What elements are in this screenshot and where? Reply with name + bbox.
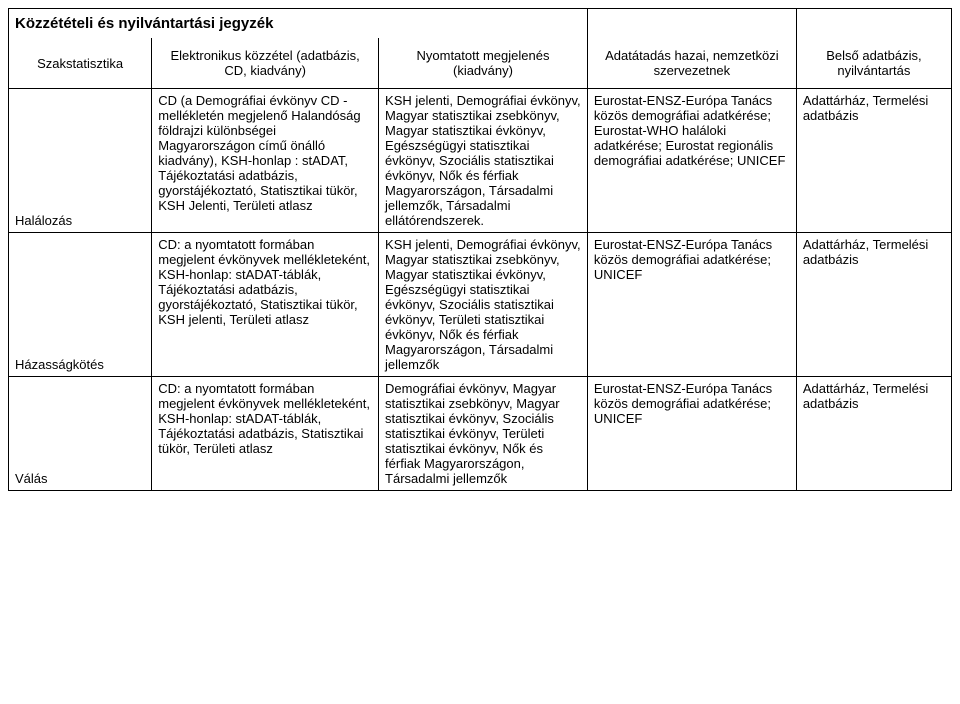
cell-print: KSH jelenti, Demográfiai évkönyv, Magyar… — [379, 89, 588, 233]
header-col2: Nyomtatott megjelenés (kiadvány) — [379, 38, 588, 89]
row-label: Halálozás — [9, 89, 152, 233]
cell-internal: Adattárház, Termelési adatbázis — [796, 233, 951, 377]
cell-electronic: CD: a nyomtatott formában megjelent évkö… — [152, 233, 379, 377]
title-blank-2 — [796, 9, 951, 39]
title-row: Közzétételi és nyilvántartási jegyzék — [9, 9, 952, 39]
row-label: Válás — [9, 377, 152, 491]
table-row: Válás CD: a nyomtatott formában megjelen… — [9, 377, 952, 491]
table-row: Halálozás CD (a Demográfiai évkönyv CD -… — [9, 89, 952, 233]
title-blank-1 — [587, 9, 796, 39]
cell-electronic: CD: a nyomtatott formában megjelent évkö… — [152, 377, 379, 491]
cell-transfer: Eurostat-ENSZ-Európa Tanács közös demogr… — [587, 89, 796, 233]
table-row: Házasságkötés CD: a nyomtatott formában … — [9, 233, 952, 377]
header-col1: Elektronikus közzétel (adatbázis, CD, ki… — [152, 38, 379, 89]
header-row: Szakstatisztika Elektronikus közzétel (a… — [9, 38, 952, 89]
header-col3: Adatátadás hazai, nemzetközi szervezetne… — [587, 38, 796, 89]
cell-internal: Adattárház, Termelési adatbázis — [796, 377, 951, 491]
row-label: Házasságkötés — [9, 233, 152, 377]
cell-electronic: CD (a Demográfiai évkönyv CD - melléklet… — [152, 89, 379, 233]
header-col0: Szakstatisztika — [9, 38, 152, 89]
header-col4: Belső adatbázis, nyilvántartás — [796, 38, 951, 89]
cell-print: KSH jelenti, Demográfiai évkönyv, Magyar… — [379, 233, 588, 377]
cell-internal: Adattárház, Termelési adatbázis — [796, 89, 951, 233]
registry-table: Közzétételi és nyilvántartási jegyzék Sz… — [8, 8, 952, 491]
cell-transfer: Eurostat-ENSZ-Európa Tanács közös demogr… — [587, 233, 796, 377]
cell-transfer: Eurostat-ENSZ-Európa Tanács közös demogr… — [587, 377, 796, 491]
cell-print: Demográfiai évkönyv, Magyar statisztikai… — [379, 377, 588, 491]
page-title: Közzétételi és nyilvántartási jegyzék — [9, 9, 588, 39]
